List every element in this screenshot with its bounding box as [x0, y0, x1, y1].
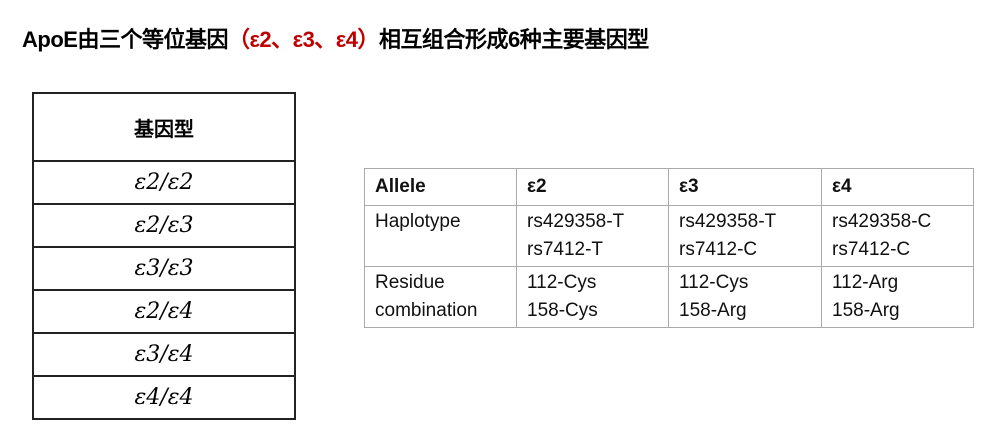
row-label: Haplotype: [364, 205, 517, 267]
allele-table: Allele ε2 ε3 ε4 Haplotype rs429358-T rs74…: [364, 168, 974, 328]
cell: rs429358-T rs7412-T: [516, 205, 669, 267]
cell-line: rs429358-T: [527, 211, 625, 232]
cell-line: rs429358-C: [832, 211, 932, 232]
genotype-row: ε2/ε3: [32, 203, 296, 248]
cell-line: combination: [375, 300, 478, 321]
residue-row: Residue combination 112-Cys 158-Cys 112-Cy…: [364, 266, 974, 328]
cell: 112-Cys 158-Arg: [668, 266, 822, 328]
title-suffix: 相互组合形成6种主要基因型: [378, 27, 649, 52]
cell-line: rs7412-C: [832, 239, 911, 260]
cell: 112-Arg 158-Arg: [821, 266, 974, 328]
genotype-row: ε3/ε4: [32, 332, 296, 377]
cell-line: 112-Cys: [679, 272, 749, 293]
genotype-row: ε2/ε2: [32, 160, 296, 205]
genotype-header: 基因型: [32, 92, 296, 162]
cell-line: 158-Arg: [679, 300, 747, 321]
cell-line: 158-Cys: [527, 300, 598, 321]
title-prefix: ApoE由三个等位基因: [22, 27, 228, 52]
cell-line: rs7412-C: [679, 239, 758, 260]
genotype-row: ε3/ε3: [32, 246, 296, 291]
genotype-row: ε4/ε4: [32, 375, 296, 420]
header-e2: ε2: [516, 168, 669, 206]
row-label: Residue combination: [364, 266, 517, 328]
genotype-row: ε2/ε4: [32, 289, 296, 334]
cell-line: rs7412-T: [527, 239, 604, 260]
title-alleles: （ε2、ε3、ε4）: [227, 27, 380, 52]
cell-line: 158-Arg: [832, 300, 900, 321]
page-title: ApoE由三个等位基因（ε2、ε3、ε4）相互组合形成6种主要基因型: [22, 22, 649, 54]
cell: rs429358-C rs7412-C: [821, 205, 974, 267]
header-e4: ε4: [821, 168, 974, 206]
haplotype-row: Haplotype rs429358-T rs7412-T rs429358-T r…: [364, 205, 974, 267]
header-allele: Allele: [364, 168, 517, 206]
header-e3: ε3: [668, 168, 822, 206]
genotype-table: 基因型 ε2/ε2 ε2/ε3 ε3/ε3 ε2/ε4 ε3/ε4 ε4/ε4: [32, 92, 296, 420]
cell: rs429358-T rs7412-C: [668, 205, 822, 267]
cell-line: 112-Cys: [527, 272, 597, 293]
cell: 112-Cys 158-Cys: [516, 266, 669, 328]
cell-line: 112-Arg: [832, 272, 899, 293]
cell-line: Residue: [375, 272, 445, 293]
cell-line: rs429358-T: [679, 211, 777, 232]
